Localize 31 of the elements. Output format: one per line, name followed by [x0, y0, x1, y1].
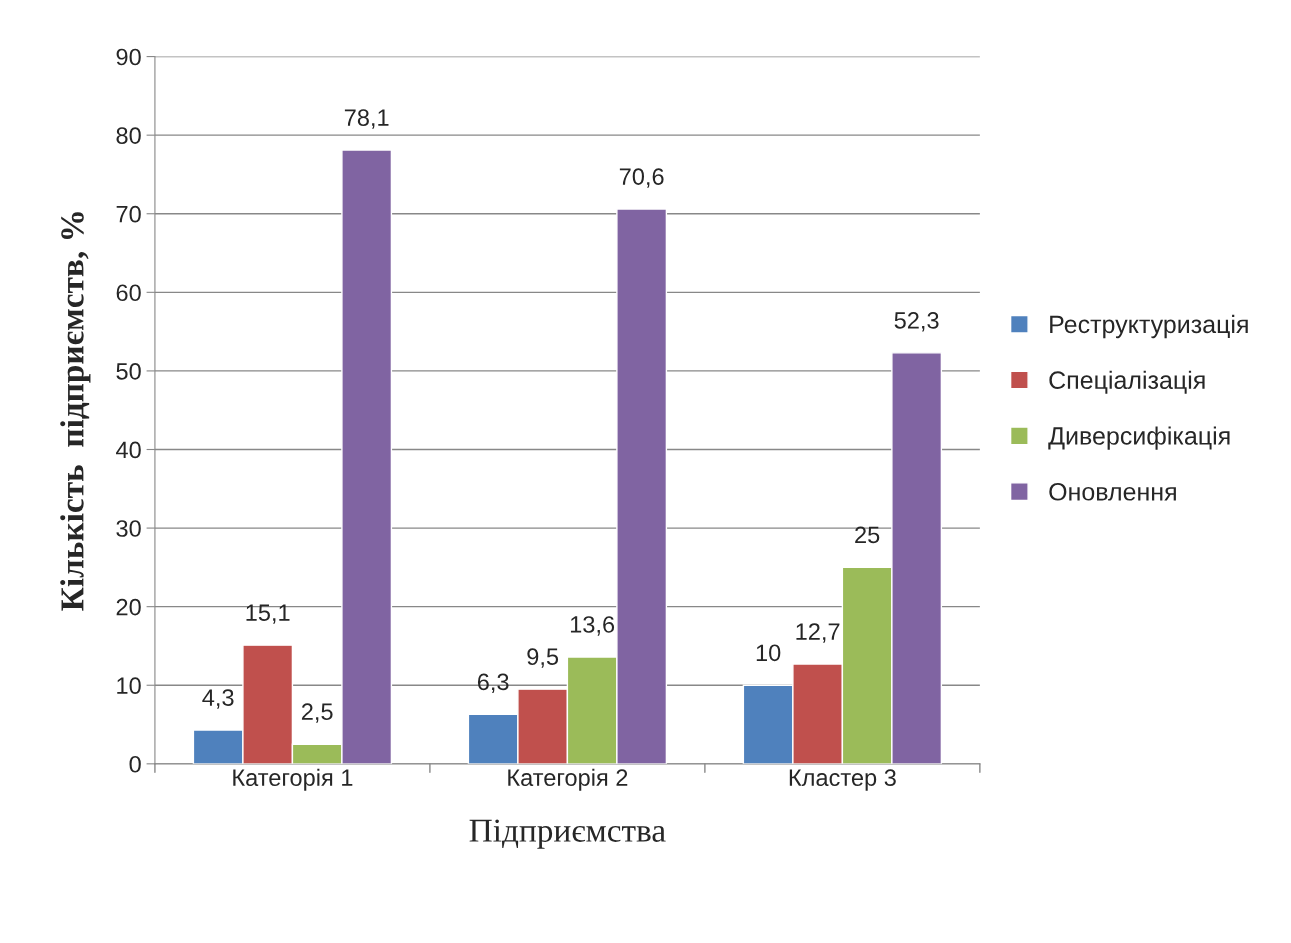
legend-label: Реструктуризація — [1050, 314, 1248, 339]
y-tick-label: 60 — [116, 284, 141, 302]
data-label: 25 — [855, 526, 880, 544]
data-label: 4,3 — [202, 689, 234, 709]
legend-label: Диверсифікація — [1048, 426, 1230, 450]
y-tick-label: 0 — [129, 755, 141, 773]
data-label: 6,3 — [477, 673, 509, 693]
x-tick-label: Категорія 1 — [233, 768, 353, 791]
data-label: 52,3 — [894, 312, 939, 332]
y-tick-label: 80 — [116, 127, 141, 144]
y-tick-label: 50 — [116, 362, 141, 380]
data-label: 13,6 — [570, 616, 615, 636]
y-tick-label: 30 — [116, 520, 141, 537]
x-tick-label: Кластер 3 — [789, 769, 896, 791]
y-axis-title: Кількість підприємств, % — [60, 212, 91, 611]
legend-label: Оновлення — [1049, 482, 1176, 501]
data-label: 10 — [756, 644, 781, 662]
y-tick-label: 10 — [117, 677, 141, 695]
y-tick-label: 70 — [116, 205, 141, 223]
data-label: 15,1 — [246, 604, 290, 624]
legend-label: Спеціалізація — [1049, 370, 1205, 394]
data-label: 70,6 — [619, 168, 664, 188]
y-tick-label: 40 — [116, 441, 141, 459]
x-tick-label: Категорія 2 — [508, 768, 628, 791]
data-label: 9,5 — [527, 648, 559, 668]
data-label: 78,1 — [344, 109, 389, 129]
y-tick-label: 90 — [116, 48, 141, 66]
y-tick-label: 20 — [116, 598, 141, 616]
data-label: 2,5 — [301, 703, 333, 723]
data-label: 12,7 — [796, 623, 840, 643]
x-axis-title: Підприємства — [469, 819, 666, 849]
